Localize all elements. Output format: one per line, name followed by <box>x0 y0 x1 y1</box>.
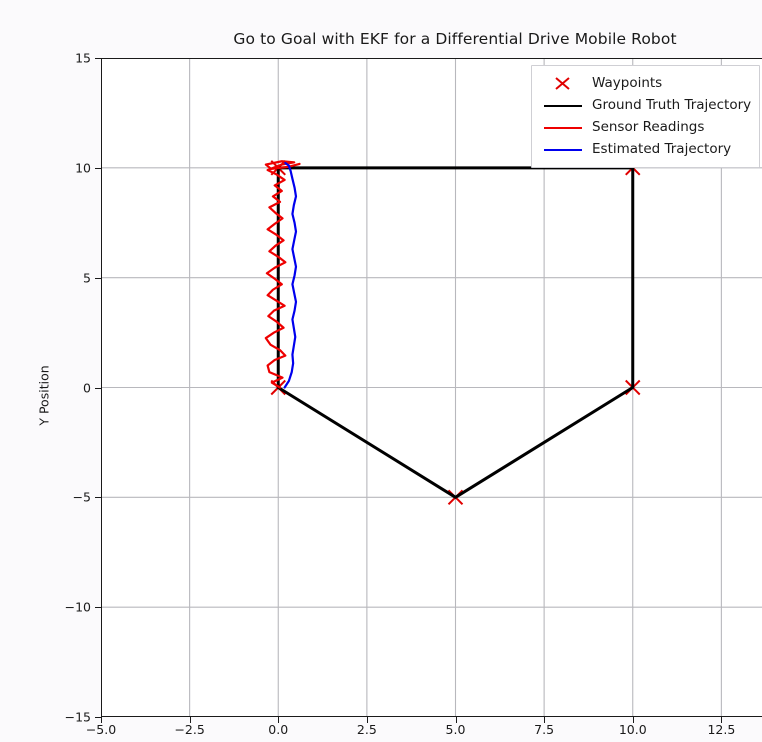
y-tick-label: −5 <box>72 489 91 505</box>
y-tick-mark <box>95 277 101 279</box>
y-tick-label: −10 <box>64 599 91 615</box>
sensor-readings-line-icon <box>540 117 586 137</box>
x-tick-label: 7.5 <box>534 722 555 737</box>
x-tick-mark <box>721 717 723 723</box>
legend-item-waypoints: Waypoints <box>540 72 751 94</box>
y-tick-mark <box>95 717 101 719</box>
y-tick-label: 0 <box>83 380 91 395</box>
x-tick-mark <box>632 717 634 723</box>
x-tick-label: 10.0 <box>618 722 647 737</box>
legend-item-sensor-readings: Sensor Readings <box>540 116 751 138</box>
x-tick-mark <box>101 717 103 723</box>
ground-truth-line-icon <box>540 95 586 115</box>
y-tick-mark <box>95 497 101 499</box>
plot-canvas <box>101 58 762 717</box>
x-tick-mark <box>278 717 280 723</box>
x-tick-label: 12.5 <box>707 722 736 737</box>
x-tick-label: −2.5 <box>174 722 205 737</box>
y-tick-mark <box>95 167 101 169</box>
y-tick-label: −15 <box>64 709 91 725</box>
x-tick-mark <box>544 717 546 723</box>
legend-label-ground-truth: Ground Truth Trajectory <box>592 97 752 113</box>
x-tick-mark <box>189 717 191 723</box>
x-tick-mark <box>455 717 457 723</box>
chart-legend: Waypoints Ground Truth Trajectory Sensor… <box>531 65 760 168</box>
x-tick-label: 0.0 <box>268 722 289 737</box>
legend-label-sensor-readings: Sensor Readings <box>592 119 705 135</box>
y-tick-mark <box>95 387 101 389</box>
x-tick-mark <box>366 717 368 723</box>
y-tick-label: 10 <box>75 160 91 176</box>
page-title: Go to Goal with EKF for a Differential D… <box>233 30 677 48</box>
y-tick-mark <box>95 58 101 60</box>
y-axis-ticks: 15 10 5 0 −5 −10 −15 <box>0 0 101 742</box>
estimated-trajectory-line-icon <box>540 139 586 159</box>
legend-item-ground-truth: Ground Truth Trajectory <box>540 94 751 116</box>
legend-item-estimated-trajectory: Estimated Trajectory <box>540 138 751 160</box>
x-tick-label: 5.0 <box>445 722 466 737</box>
x-tick-label: −5.0 <box>85 722 117 737</box>
y-tick-label: 5 <box>83 270 91 286</box>
legend-label-estimated-trajectory: Estimated Trajectory <box>592 141 732 157</box>
x-tick-label: 2.5 <box>356 722 377 737</box>
y-tick-label: 15 <box>75 50 91 66</box>
legend-label-waypoints: Waypoints <box>592 75 663 91</box>
waypoint-marker-icon <box>540 73 586 93</box>
y-tick-mark <box>95 607 101 609</box>
